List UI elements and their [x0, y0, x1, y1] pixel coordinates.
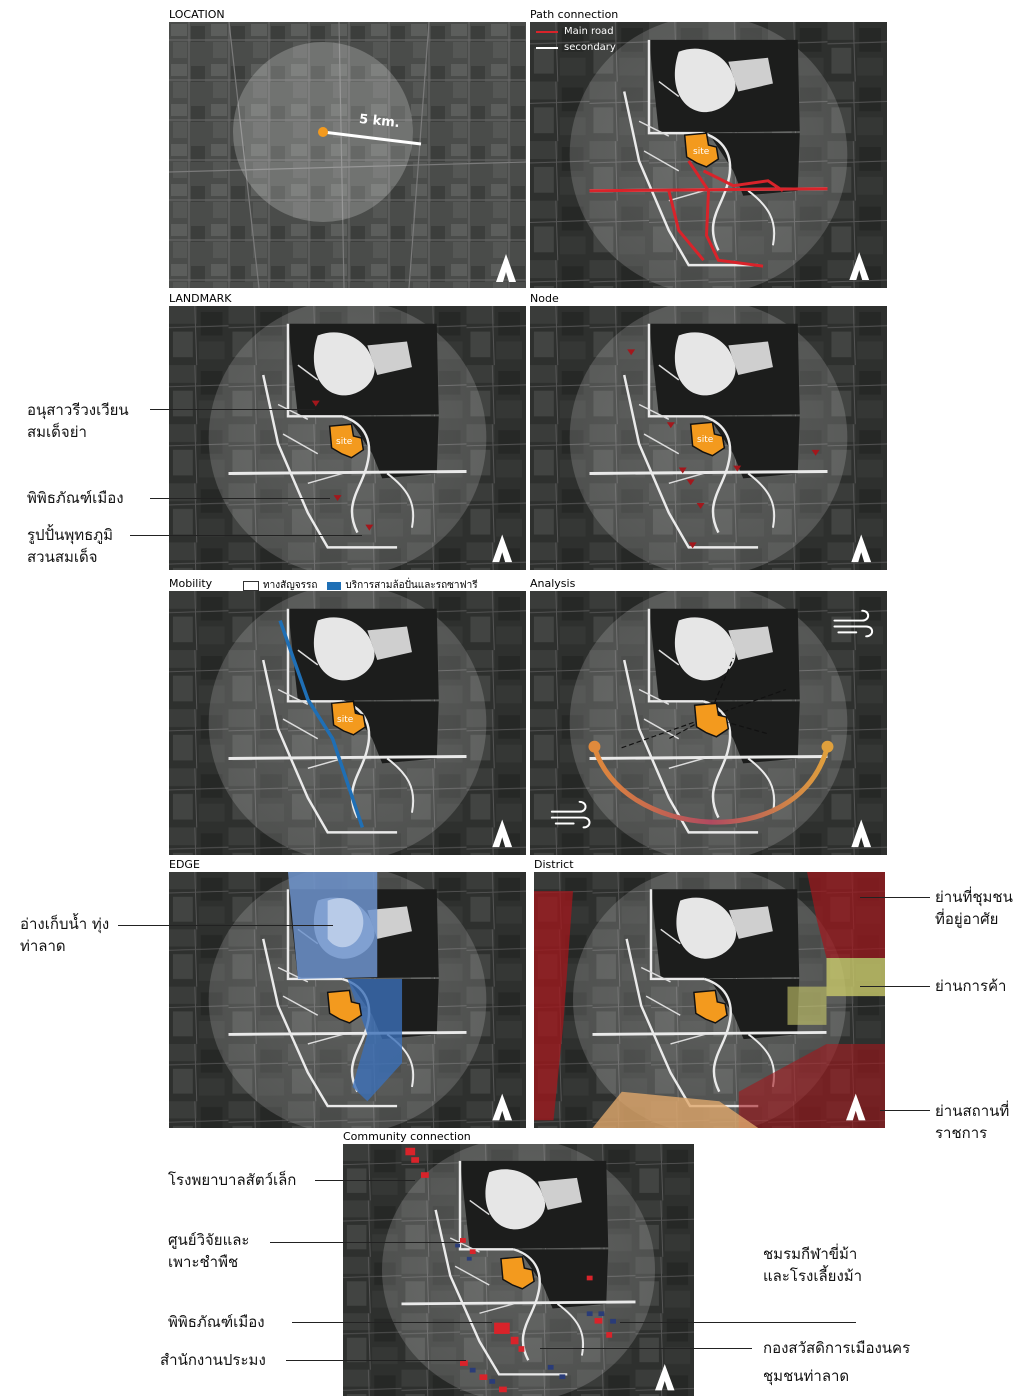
community-map-panel: [343, 1144, 694, 1396]
edge-map-panel: [169, 872, 526, 1128]
landmark-label-monument-line2: สมเด็จย่า: [27, 423, 87, 441]
community-label-animal-hospital: โรงพยาบาลสัตว์เล็ก: [168, 1171, 297, 1189]
community-label-equestrian-club: ชมรมกีฬาขี่ม้า และโรงเลี้ยงม้า: [763, 1243, 862, 1287]
path-connection-map-panel: site Main road secondary: [530, 22, 887, 288]
district-title: District: [534, 858, 574, 871]
landmark-map-panel: site: [169, 306, 526, 570]
location-title: LOCATION: [169, 8, 225, 21]
leader-line: [315, 1180, 415, 1181]
community-label-welfare-division-line2: ชุมชนท่าลาด: [763, 1367, 850, 1385]
main-road-legend-label: Main road: [564, 26, 614, 37]
leader-line: [150, 498, 330, 499]
leader-line: [540, 1348, 752, 1349]
leader-line: [880, 1110, 930, 1111]
community-label-equestrian-club-line2: และโรงเลี้ยงม้า: [763, 1267, 863, 1285]
node-title: Node: [530, 292, 559, 305]
district-map-panel: [534, 872, 885, 1128]
service-swatch: [327, 581, 342, 590]
mobility-map-panel: site: [169, 591, 526, 855]
node-map-panel: site: [530, 306, 887, 570]
leader-line: [860, 986, 930, 987]
secondary-road-legend-label: secondary: [564, 42, 616, 53]
main-road-swatch: [536, 30, 558, 33]
leader-line: [860, 897, 930, 898]
edge-title: EDGE: [169, 858, 200, 871]
traffic-legend-label: ทางสัญจรรถ: [263, 580, 318, 591]
traffic-swatch: [243, 580, 259, 591]
leader-line: [286, 1360, 466, 1361]
site-label: site: [693, 147, 710, 157]
district-label-government-line1: ย่านสถานที่: [935, 1102, 1010, 1120]
district-label-residential: ย่านที่ชุมชน ที่อยู่อาศัย: [935, 886, 1013, 930]
community-label-research-center: ศูนย์วิจัยและ เพาะชำพืช: [168, 1229, 249, 1273]
edge-label-reservoir: อ่างเก็บน้ำ ทุ่ง ท่าลาด: [20, 913, 109, 957]
leader-line: [150, 409, 315, 410]
sun-icon: [588, 740, 834, 753]
site-label: site: [337, 715, 354, 725]
community-label-welfare-division: กองสวัสดิการเมืองนคร ชุมชนท่าลาด: [763, 1337, 910, 1387]
district-label-government: ย่านสถานที่ ราชการ: [935, 1100, 1009, 1144]
leader-line: [620, 1322, 856, 1323]
mobility-legend: ทางสัญจรรถ บริการสามล้อปั่นและรถซาฟารี: [243, 578, 478, 593]
main-road-legend: Main road: [536, 26, 614, 37]
path-connection-title: Path connection: [530, 8, 619, 21]
edge-label-reservoir-line1: อ่างเก็บน้ำ ทุ่ง: [20, 915, 110, 933]
community-label-welfare-division-line1: กองสวัสดิการเมืองนคร: [763, 1339, 911, 1357]
analysis-map-panel: [530, 591, 887, 855]
site-label: site: [697, 435, 714, 445]
leader-line: [118, 925, 333, 926]
district-label-government-line2: ราชการ: [935, 1124, 988, 1142]
community-label-fishery-office: สำนักงานประมง: [160, 1351, 266, 1369]
community-label-city-museum: พิพิธภัณฑ์เมือง: [168, 1313, 265, 1331]
secondary-road-legend: secondary: [536, 42, 616, 53]
landmark-title: LANDMARK: [169, 292, 232, 305]
analysis-title: Analysis: [530, 577, 576, 590]
mobility-title: Mobility: [169, 577, 213, 590]
edge-label-reservoir-line2: ท่าลาด: [20, 937, 66, 955]
landmark-label-monument: อนุสาวรีวงเวียน สมเด็จย่า: [27, 399, 129, 443]
landmark-label-statue-line1: รูปปั้นพุทธภูมิ: [27, 526, 114, 544]
site-label: site: [336, 437, 353, 447]
leader-line: [292, 1322, 492, 1323]
landmark-label-statue: รูปปั้นพุทธภูมิ สวนสมเด็จ: [27, 524, 113, 568]
community-title: Community connection: [343, 1130, 471, 1143]
district-label-commercial: ย่านการค้า: [935, 977, 1007, 995]
leader-line: [270, 1242, 460, 1243]
location-map-panel: 5 km.: [169, 22, 526, 288]
community-label-equestrian-club-line1: ชมรมกีฬาขี่ม้า: [763, 1245, 858, 1263]
landmark-label-monument-line1: อนุสาวรีวงเวียน: [27, 401, 129, 419]
landmark-label-city-museum: พิพิธภัณฑ์เมือง: [27, 489, 124, 507]
district-label-residential-line2: ที่อยู่อาศัย: [935, 910, 999, 928]
leader-line: [130, 535, 362, 536]
community-label-research-center-line2: เพาะชำพืช: [168, 1253, 239, 1271]
service-legend-label: บริการสามล้อปั่นและรถซาฟารี: [345, 580, 478, 591]
district-label-residential-line1: ย่านที่ชุมชน: [935, 888, 1013, 906]
landmark-label-statue-line2: สวนสมเด็จ: [27, 548, 98, 566]
secondary-road-swatch: [536, 46, 558, 49]
community-label-research-center-line1: ศูนย์วิจัยและ: [168, 1231, 250, 1249]
